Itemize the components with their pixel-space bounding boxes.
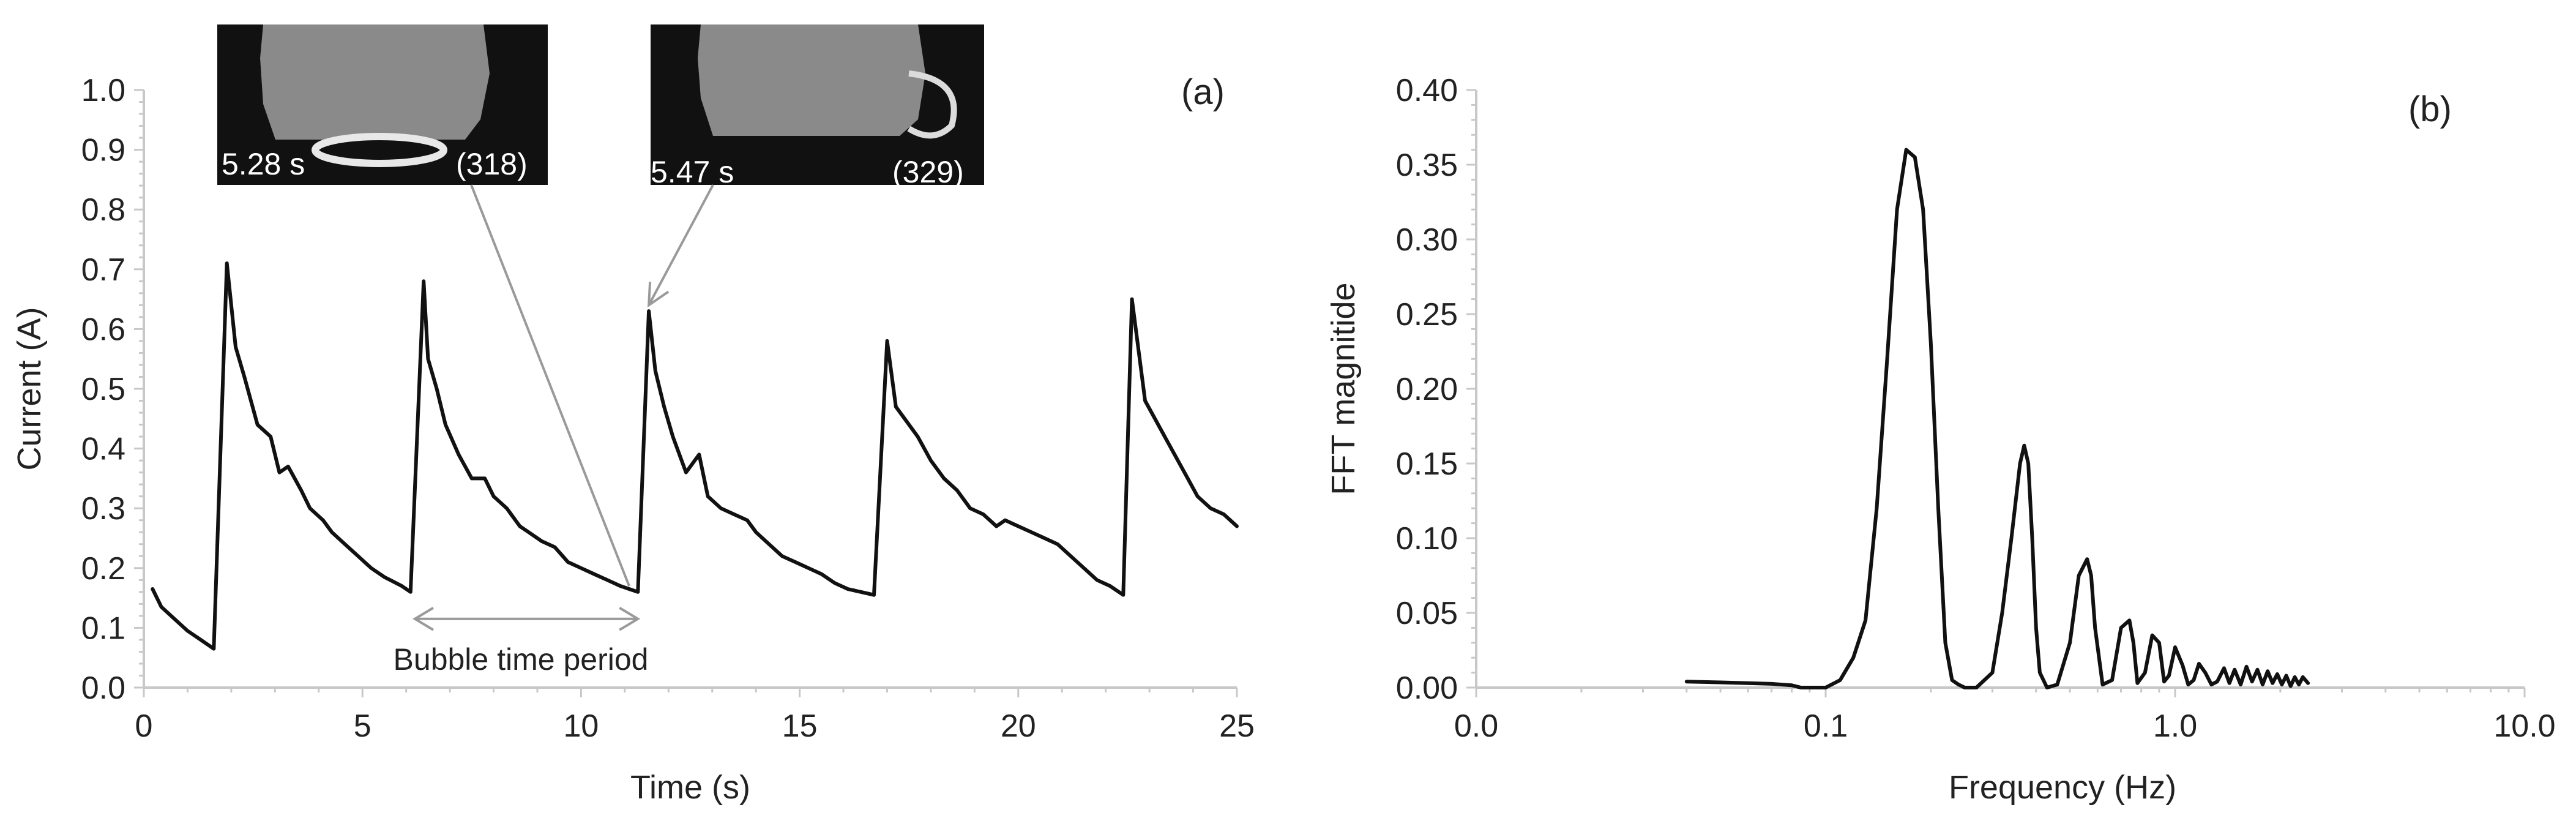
panel-b-x-tick-label: 10.0 (2493, 708, 2555, 744)
panel-b-y-tick-label: 0.05 (1396, 596, 1458, 631)
panel-b-tick-labels: 0.00 0.05 0.10 0.15 0.20 0.25 0.30 0.35 0.40 0.0 0… (1396, 73, 2556, 744)
inset-image-right: 5.47 s (329) (647, 24, 984, 308)
panel-b-y-tick-label: 0.10 (1396, 521, 1458, 557)
panel-a-y-axis-title: Current (A) (11, 307, 48, 470)
inset-right-time-label: 5.47 s (651, 155, 734, 189)
panel-a-tick-labels: 0.0 0.1 0.2 0.3 0.4 0.5 0.6 0.7 0.8 0.9 1.0 0 5 10 15 2… (81, 73, 1255, 744)
bubble-period-arrowhead-left (413, 607, 434, 631)
panel-b-x-tick-label: 0.1 (1804, 708, 1848, 744)
panel-b-y-tick-label: 0.25 (1396, 297, 1458, 332)
inset-image-left: 5.28 s (318) (217, 24, 630, 587)
panel-a-x-tick-label: 25 (1219, 708, 1255, 744)
inset-right-pointer-line (648, 184, 714, 306)
panel-b-fft-series-line (1684, 148, 2310, 689)
panel-a-x-tick-label: 20 (1001, 708, 1036, 744)
panel-a-y-tick-label: 0.8 (81, 192, 125, 228)
inset-right-pointer-arrowhead (647, 282, 670, 308)
panel-a-x-tick-label: 15 (782, 708, 818, 744)
panel-b-y-tick-label: 0.15 (1396, 446, 1458, 482)
panel-b-y-tick-label: 0.40 (1396, 73, 1458, 108)
panel-a-y-tick-label: 0.2 (81, 551, 125, 587)
panel-b-label: (b) (2408, 89, 2452, 129)
panel-b-x-tick-label: 1.0 (2153, 708, 2197, 744)
panel-a-y-tick-label: 1.0 (81, 73, 125, 108)
inset-right-bubble (907, 70, 957, 139)
panel-b-y-tick-label: 0.20 (1396, 372, 1458, 407)
inset-right-electrode (698, 24, 925, 136)
inset-left-bubble (312, 133, 447, 167)
panel-a-current-series-line (151, 261, 1239, 651)
panel-a-y-tick-label: 0.7 (81, 252, 125, 288)
panel-a-x-tick-label: 0 (135, 708, 153, 744)
inset-left-pointer-line (470, 184, 630, 587)
panel-a-y-tick-label: 0.0 (81, 670, 125, 706)
inset-left-electrode (260, 24, 490, 140)
panel-a-y-tick-label: 0.1 (81, 610, 125, 646)
panel-a-x-tick-label: 10 (563, 708, 599, 744)
panel-a-ticks (134, 89, 1238, 697)
panel-b-y-tick-label: 0.30 (1396, 222, 1458, 258)
inset-left-frame-label: (318) (456, 147, 528, 181)
panel-a-x-axis-title: Time (s) (630, 769, 750, 806)
panel-a-y-tick-label: 0.6 (81, 312, 125, 347)
panel-b-x-tick-label: 0.0 (1454, 708, 1498, 744)
panel-a-y-tick-label: 0.3 (81, 491, 125, 527)
panel-a-label: (a) (1181, 72, 1225, 112)
bubble-period-annotation: Bubble time period (394, 607, 649, 677)
panel-a-y-tick-label: 0.4 (81, 432, 125, 467)
panel-b-ticks (1466, 89, 2526, 697)
panel-a-y-tick-label: 0.5 (81, 372, 125, 407)
panel-b-y-tick-label: 0.00 (1396, 670, 1458, 706)
panel-b-fft-magnitude: 0.00 0.05 0.10 0.15 0.20 0.25 0.30 0.35 0.40 0.0 0… (1325, 73, 2556, 806)
panel-b-x-axis-title: Frequency (Hz) (1949, 769, 2176, 806)
inset-left-time-label: 5.28 s (222, 147, 305, 181)
panel-a-x-tick-label: 5 (354, 708, 371, 744)
panel-b-y-axis-title: FFT magnitide (1325, 282, 1362, 495)
panel-b-y-tick-label: 0.35 (1396, 148, 1458, 183)
panel-a-y-tick-label: 0.9 (81, 133, 125, 168)
inset-right-frame-label: (329) (892, 155, 964, 189)
bubble-period-label: Bubble time period (394, 642, 649, 677)
bubble-period-arrowhead-right (619, 607, 641, 631)
panel-a-current-vs-time: 0.0 0.1 0.2 0.3 0.4 0.5 0.6 0.7 0.8 0.9 1.0 0 5 10 15 2… (11, 24, 1255, 806)
